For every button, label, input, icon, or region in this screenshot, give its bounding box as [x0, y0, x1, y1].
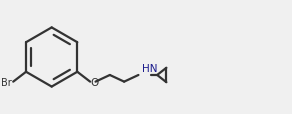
- Text: O: O: [91, 77, 99, 87]
- Text: Br: Br: [1, 77, 11, 87]
- Text: HN: HN: [142, 64, 158, 74]
